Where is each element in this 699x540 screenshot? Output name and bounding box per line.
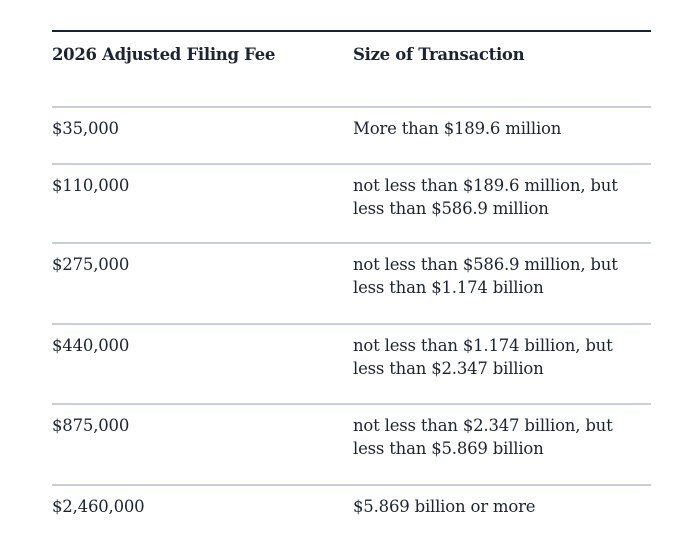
filing-fee-cell: $440,000	[52, 336, 130, 355]
filing-fee-table: 2026 Adjusted Filing Fee Size of Transac…	[52, 30, 651, 538]
filing-fee-cell: $275,000	[52, 255, 130, 274]
transaction-size-cell: not less than $189.6 million, but less t…	[353, 174, 651, 242]
transaction-size-line: less than $1.174 billion	[353, 278, 544, 297]
transaction-size-cell: $5.869 billion or more	[353, 497, 536, 516]
transaction-size-line: less than $2.347 billion	[353, 359, 544, 378]
table-header-row: 2026 Adjusted Filing Fee Size of Transac…	[52, 32, 651, 106]
table-row: $35,000 More than $189.6 million	[52, 106, 651, 163]
transaction-size-line: not less than $2.347 billion, but	[353, 416, 613, 435]
transaction-size-line: less than $586.9 million	[353, 199, 549, 218]
transaction-size-cell: not less than $2.347 billion, but less t…	[353, 414, 651, 484]
table-row: $275,000 not less than $586.9 million, b…	[52, 242, 651, 323]
transaction-size-line: not less than $586.9 million, but	[353, 255, 618, 274]
column-header-transaction-size: Size of Transaction	[353, 45, 525, 64]
table-row: $875,000 not less than $2.347 billion, b…	[52, 403, 651, 484]
transaction-size-cell: not less than $1.174 billion, but less t…	[353, 334, 651, 403]
table-row: $2,460,000 $5.869 billion or more	[52, 484, 651, 538]
filing-fee-cell: $875,000	[52, 416, 130, 435]
transaction-size-cell: More than $189.6 million	[353, 119, 562, 138]
transaction-size-line: not less than $189.6 million, but	[353, 176, 618, 195]
transaction-size-cell: not less than $586.9 million, but less t…	[353, 253, 651, 323]
transaction-size-line: less than $5.869 billion	[353, 439, 544, 458]
filing-fee-cell: $35,000	[52, 119, 119, 138]
table-row: $440,000 not less than $1.174 billion, b…	[52, 323, 651, 403]
transaction-size-line: not less than $1.174 billion, but	[353, 336, 613, 355]
filing-fee-cell: $2,460,000	[52, 497, 145, 516]
filing-fee-cell: $110,000	[52, 176, 130, 195]
table-row: $110,000 not less than $189.6 million, b…	[52, 163, 651, 242]
column-header-filing-fee: 2026 Adjusted Filing Fee	[52, 45, 276, 64]
